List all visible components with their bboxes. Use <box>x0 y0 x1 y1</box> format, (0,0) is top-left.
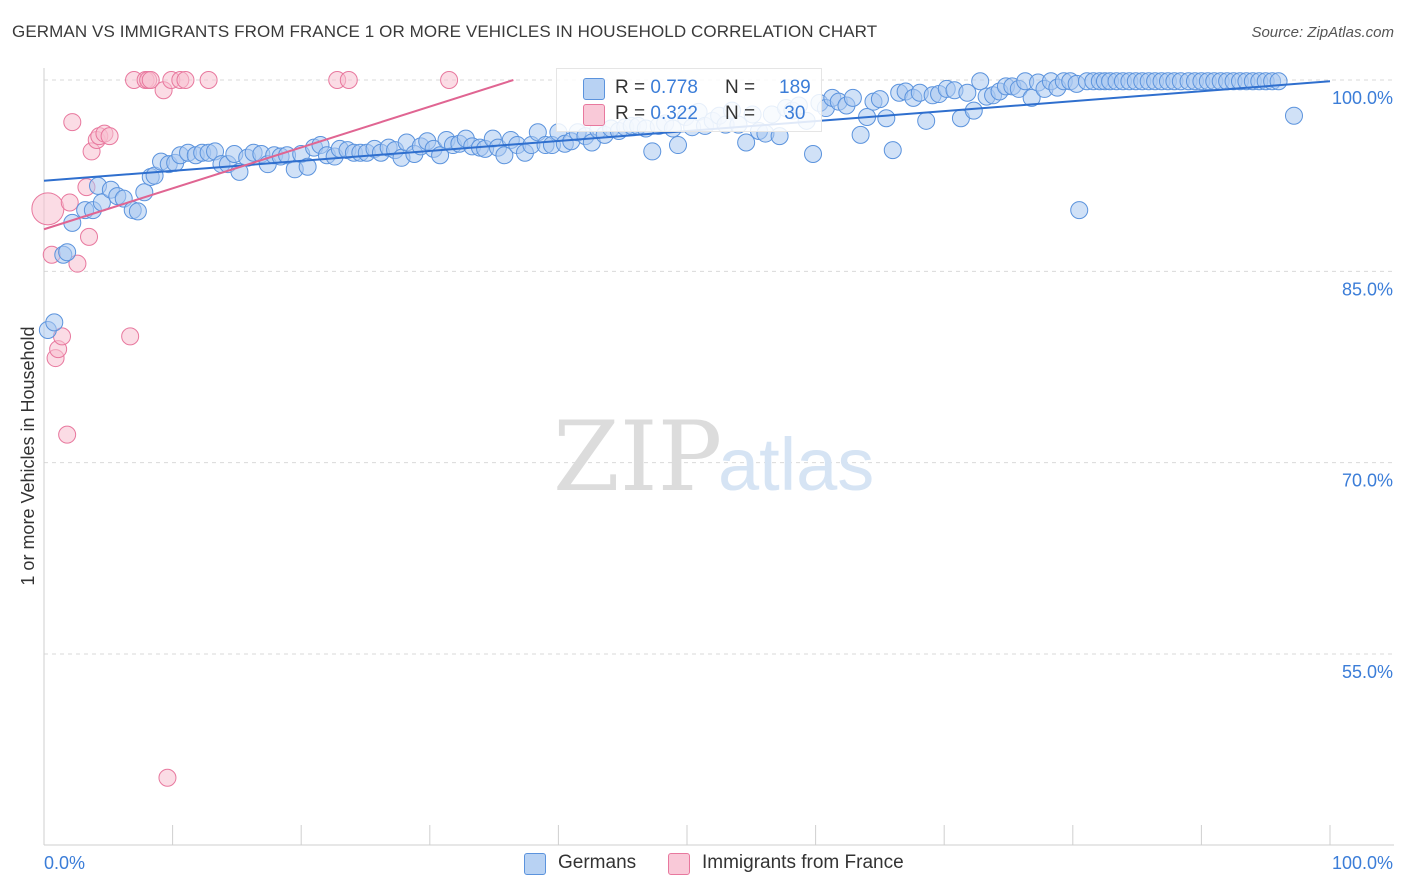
germans-point <box>128 202 147 221</box>
germans-point <box>877 109 896 128</box>
france-point <box>31 192 65 226</box>
y-tick-label-3: 55.0% <box>1342 662 1393 682</box>
france-point <box>121 327 140 346</box>
germans-point <box>1269 72 1288 91</box>
watermark-atlas: atlas <box>718 423 874 506</box>
germans-point <box>1022 88 1041 107</box>
france-point <box>60 193 79 212</box>
n-label-germans: N = <box>725 77 756 98</box>
watermark: ZIP atlas <box>553 401 874 513</box>
france-point <box>339 71 358 89</box>
germans-point <box>298 157 317 176</box>
r-label-germans: R = <box>615 77 651 98</box>
germans-point <box>1284 106 1303 125</box>
germans-point <box>958 83 977 102</box>
legend-swatch-france <box>668 853 690 875</box>
tick-labels: 100.0% 85.0% 70.0% 55.0% 0.0% 100.0% <box>44 88 1393 873</box>
germans-point <box>883 141 902 160</box>
germans-point <box>917 111 936 130</box>
x-tick-label-min: 0.0% <box>44 853 85 873</box>
france-trend-line <box>43 79 514 231</box>
france-point <box>199 71 218 89</box>
germans-point <box>851 125 870 144</box>
france-swatch <box>583 104 605 126</box>
stats-legend: R = 0.778 N = 189 R = 0.322 N = 30 <box>556 68 822 132</box>
r-label-france: R = <box>615 103 651 124</box>
chart-title: GERMAN VS IMMIGRANTS FROM FRANCE 1 OR MO… <box>12 22 878 41</box>
y-tick-label-0: 100.0% <box>1332 88 1393 108</box>
n-value-germans: 189 <box>779 77 811 98</box>
y-tick-label-1: 85.0% <box>1342 279 1393 299</box>
x-tick-label-max: 100.0% <box>1332 853 1393 873</box>
france-point <box>58 425 77 444</box>
germans-point <box>45 313 64 332</box>
germans-point <box>58 243 77 262</box>
france-point <box>100 127 119 146</box>
germans-point <box>737 133 756 152</box>
germans-point <box>843 88 862 107</box>
r-value-germans: 0.778 <box>650 77 698 98</box>
legend-label-france: Immigrants from France <box>702 852 904 873</box>
germans-point <box>643 142 662 161</box>
germans-point <box>964 101 983 120</box>
germans-point <box>870 90 889 109</box>
france-point <box>63 113 82 132</box>
y-tick-label-2: 70.0% <box>1342 471 1393 491</box>
germans-point <box>804 144 823 163</box>
france-point <box>440 71 459 89</box>
legend-swatch-germans <box>524 853 546 875</box>
germans-point <box>495 146 514 165</box>
germans-point <box>971 72 990 91</box>
france-point <box>176 71 195 89</box>
france-point <box>80 227 99 246</box>
y-axis-label: 1 or more Vehicles in Household <box>18 326 38 585</box>
watermark-zip: ZIP <box>553 401 722 513</box>
n-label-france: N = <box>725 103 756 124</box>
france-point <box>68 254 87 273</box>
legend-label-germans: Germans <box>558 852 637 873</box>
france-point <box>141 71 160 89</box>
germans-swatch <box>583 78 605 100</box>
germans-point <box>1070 201 1089 220</box>
germans-point <box>668 136 687 155</box>
n-value-france: 30 <box>779 103 806 124</box>
france-point <box>158 768 177 787</box>
source-label: Source: ZipAtlas.com <box>1251 24 1394 41</box>
r-value-france: 0.322 <box>650 103 698 124</box>
